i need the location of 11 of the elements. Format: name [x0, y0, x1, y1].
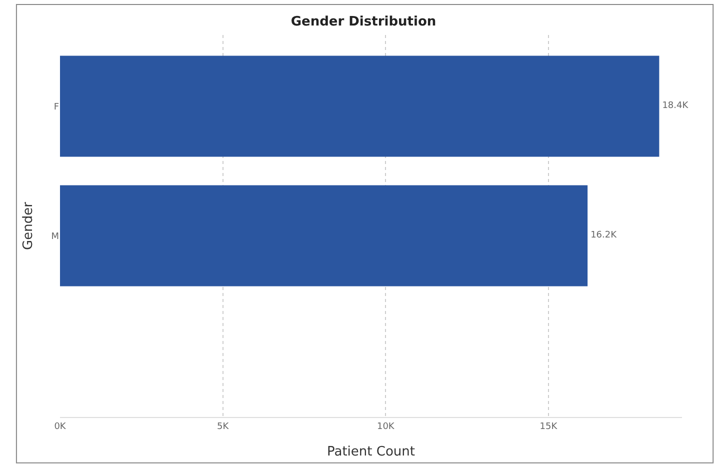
y-tick-label: M — [51, 232, 59, 242]
x-tick-label: 5K — [217, 422, 230, 432]
x-axis-title: Patient Count — [326, 444, 416, 460]
x-tick-label: 0K — [54, 422, 67, 432]
y-axis-title: Gender — [21, 201, 36, 250]
data-label: 16.2K — [590, 230, 618, 241]
data-label: 18.4K — [662, 101, 690, 112]
chart-title: Gender Distribution — [290, 14, 436, 30]
x-tick-label: 10K — [376, 422, 396, 432]
x-tick-label: 15K — [540, 422, 558, 432]
y-tick-label: F — [54, 102, 59, 112]
